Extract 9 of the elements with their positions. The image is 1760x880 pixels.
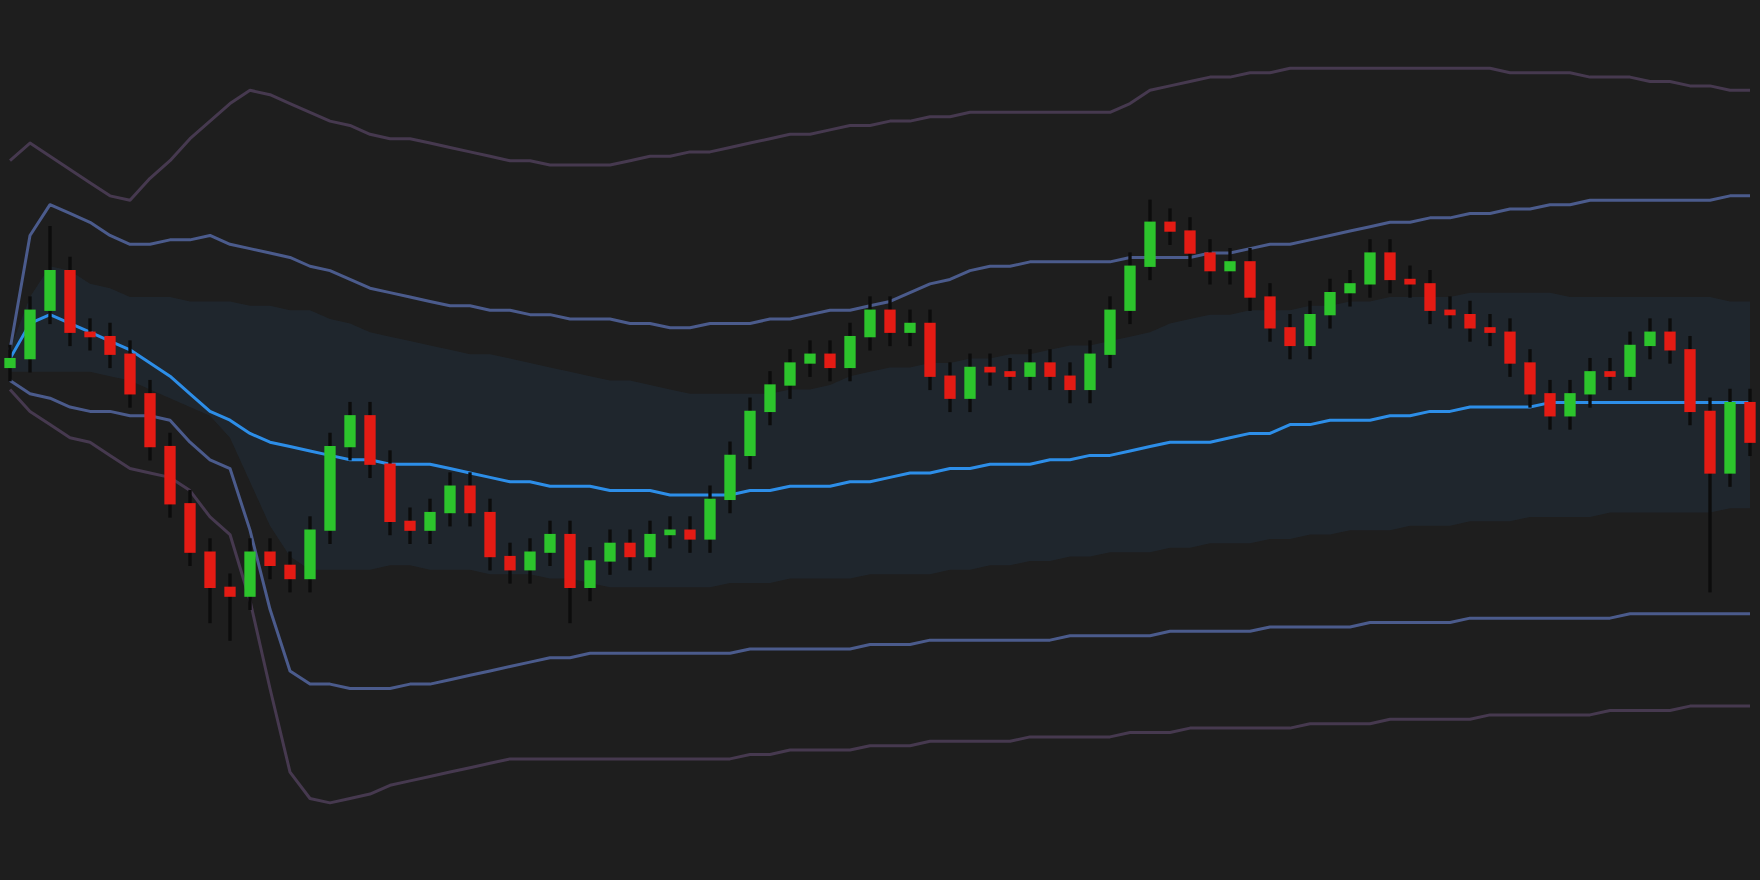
candlestick	[664, 516, 676, 549]
candlestick	[1484, 313, 1496, 347]
candlestick	[1444, 296, 1456, 329]
candlestick	[1404, 265, 1416, 298]
candlestick	[1004, 357, 1016, 391]
candlestick	[984, 353, 996, 386]
candlestick	[224, 573, 236, 641]
candlestick	[1604, 357, 1616, 391]
candlestick	[84, 318, 96, 351]
